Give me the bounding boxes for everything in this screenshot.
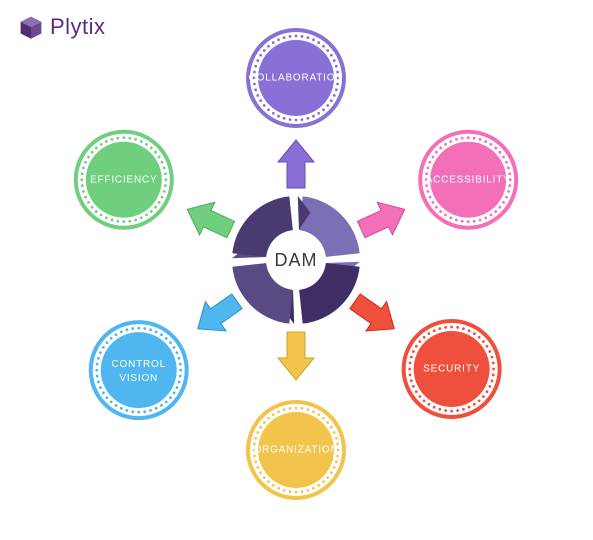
node-label-accessibility: ACCESSIBILITY [426,174,511,185]
node-label-security: SECURITY [423,364,480,375]
arrow-efficiency [187,202,234,237]
center-label: DAM [275,250,318,270]
arrow-organization [278,332,314,380]
node-label-collaboration: COLLABORATION [249,73,344,84]
node-organization: ORGANIZATION [248,402,344,498]
center-ring: DAM [232,196,360,324]
node-accessibility: ACCESSIBILITY [420,132,516,228]
arrow-control [198,294,242,331]
node-efficiency: EFFICIENCY [76,132,172,228]
node-label-organization: ORGANIZATION [254,445,339,456]
dam-diagram: DAM COLLABORATION ACCESSIBILITY SECURITY ORG… [0,0,593,540]
node-security: SECURITY [404,321,500,417]
arrow-collaboration [278,140,314,188]
node-label-control-1: CONTROL [111,359,166,370]
arrow-security [350,294,394,331]
node-control: CONTROL VISION [91,322,187,418]
node-label-control-2: VISION [119,373,158,384]
node-collaboration: COLLABORATION [248,30,344,126]
arrow-accessibility [357,202,404,237]
node-label-efficiency: EFFICIENCY [90,174,157,185]
